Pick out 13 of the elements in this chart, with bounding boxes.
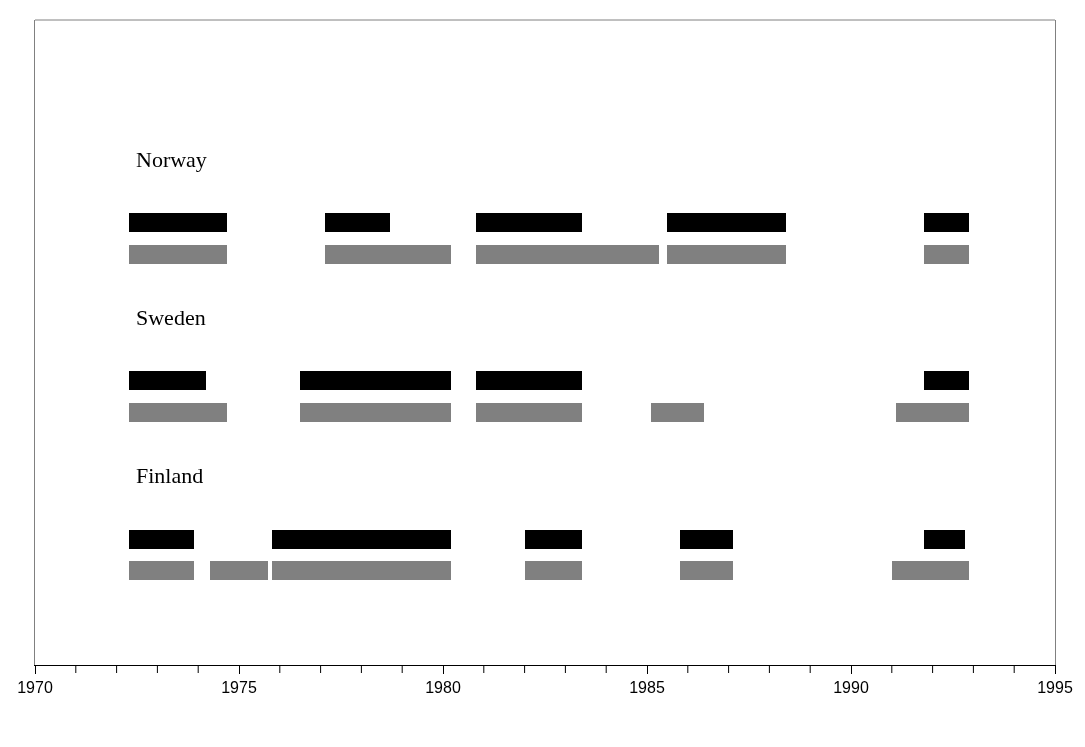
x-tick-label: 1975 — [221, 679, 257, 697]
bar — [896, 403, 969, 422]
bar — [924, 245, 969, 264]
x-tick-label: 1985 — [629, 679, 665, 697]
x-tick-label: 1990 — [833, 679, 869, 697]
y-tick-label: Sweden — [136, 305, 206, 330]
y-tick-label: Finland — [136, 463, 204, 488]
y-tick-label: Norway — [136, 147, 207, 172]
bar — [892, 561, 969, 580]
bar — [680, 561, 733, 580]
x-tick-label: 1980 — [425, 679, 461, 697]
x-tick-label: 1995 — [1037, 679, 1073, 697]
x-tick-label: 1970 — [17, 679, 53, 697]
